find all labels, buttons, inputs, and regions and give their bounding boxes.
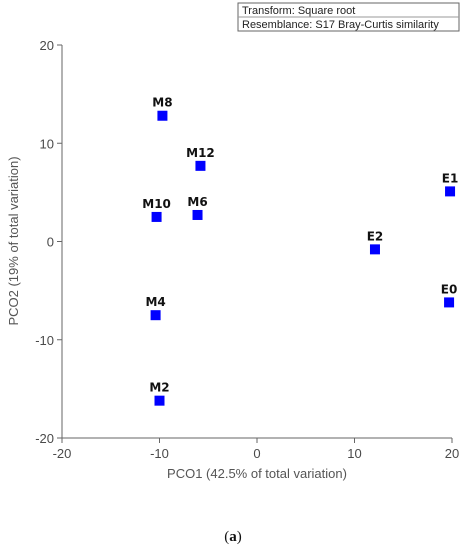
y-tick-label: -20	[35, 431, 54, 446]
point-label-e0: E0	[441, 282, 458, 296]
x-tick-label: 20	[445, 446, 459, 461]
x-tick-label: -20	[53, 446, 72, 461]
point-marker-m2	[154, 395, 165, 406]
y-axis-title: PCO2 (19% of total variation)	[6, 156, 21, 325]
point-marker-m10	[151, 211, 162, 222]
point-marker-e0	[444, 297, 455, 308]
y-tick-label: 20	[40, 38, 54, 53]
x-axis-title: PCO1 (42.5% of total variation)	[167, 466, 347, 481]
point-label-m10: M10	[142, 197, 171, 211]
point-label-m12: M12	[186, 146, 215, 160]
figure-caption: (a)	[224, 529, 242, 545]
point-marker-m6	[192, 209, 203, 220]
point-label-m6: M6	[187, 195, 207, 209]
point-label-m4: M4	[145, 295, 165, 309]
x-ticks: -20 -10 0 10 20	[53, 438, 459, 461]
point-label-m8: M8	[152, 96, 172, 110]
y-tick-label: 10	[40, 136, 54, 151]
y-tick-label: -10	[35, 333, 54, 348]
legend-box: Transform: Square root Resemblance: S17 …	[237, 2, 460, 32]
x-tick-label: 10	[347, 446, 361, 461]
x-tick-label: -10	[150, 446, 169, 461]
point-label-m2: M2	[149, 381, 169, 395]
data-points	[150, 110, 456, 406]
point-marker-e2	[369, 244, 380, 255]
point-marker-m8	[157, 110, 168, 121]
caption-letter: a	[229, 529, 237, 545]
legend-resemblance-text: Resemblance: S17 Bray-Curtis similarity	[242, 19, 439, 31]
caption-open-paren: (	[224, 529, 229, 545]
point-marker-e1	[445, 186, 456, 197]
point-marker-m12	[195, 160, 206, 171]
point-label-e2: E2	[367, 229, 384, 243]
point-labels: M8 M12 M10 M6 M4 M2 E1 E2 E0	[142, 96, 458, 395]
y-tick-label: 0	[47, 235, 54, 250]
x-tick-label: 0	[253, 446, 260, 461]
point-label-e1: E1	[442, 171, 459, 185]
caption-close-paren: )	[237, 529, 242, 545]
y-ticks: -20 -10 0 10 20	[35, 38, 62, 446]
point-marker-m4	[150, 310, 161, 321]
legend-transform-text: Transform: Square root	[242, 5, 355, 17]
